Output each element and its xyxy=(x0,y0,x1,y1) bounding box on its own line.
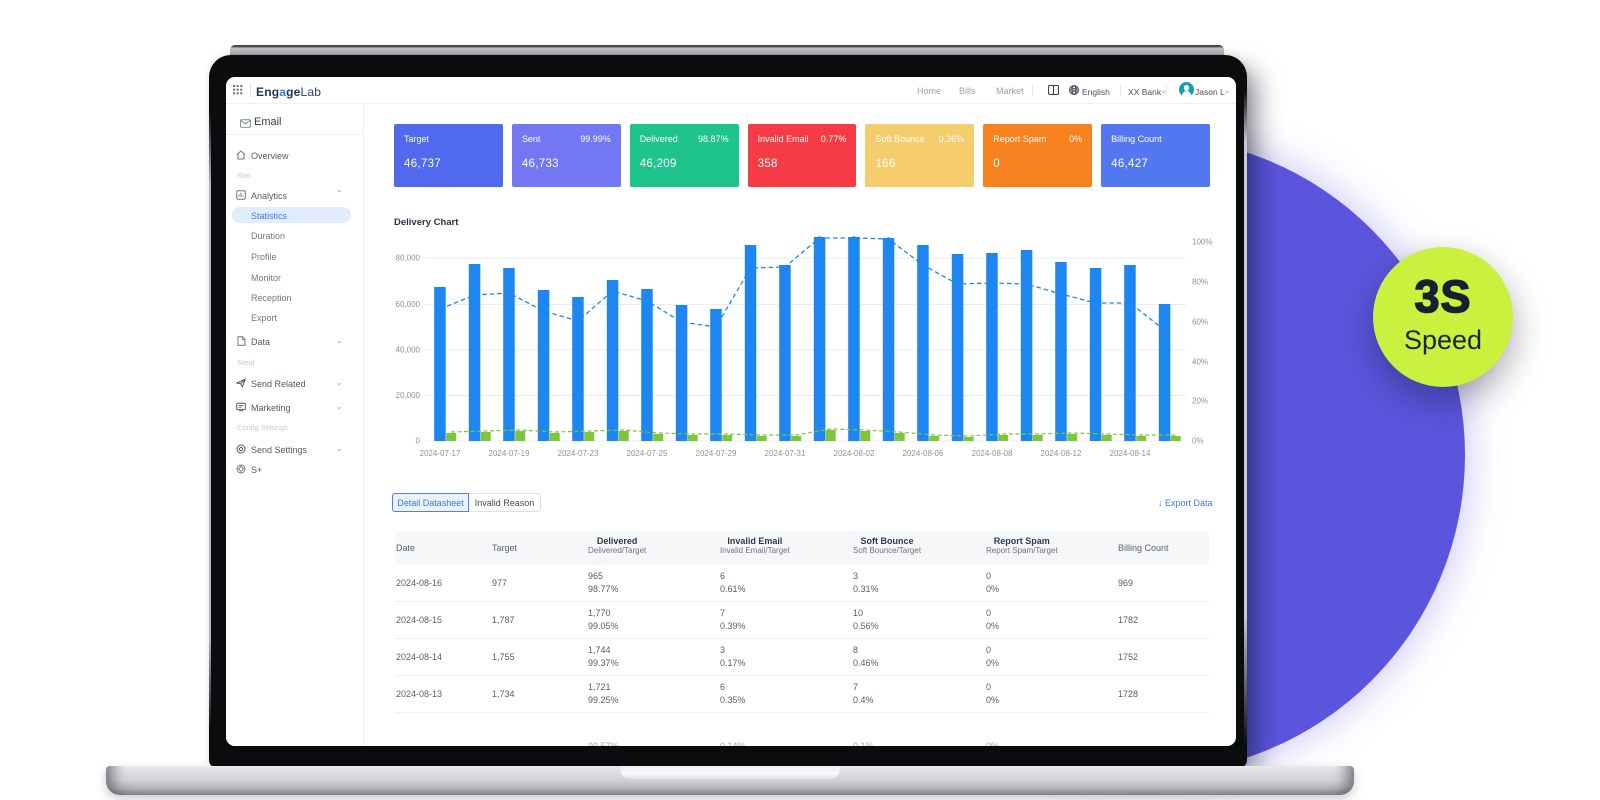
svg-text:20,000: 20,000 xyxy=(396,391,421,400)
svg-text:2024-07-25: 2024-07-25 xyxy=(627,449,668,458)
svg-text:2024-07-23: 2024-07-23 xyxy=(558,449,599,458)
svg-text:80,000: 80,000 xyxy=(396,254,421,263)
svg-text:2024-08-14: 2024-08-14 xyxy=(1110,449,1151,458)
svg-text:0%: 0% xyxy=(1192,437,1204,446)
svg-text:2024-07-31: 2024-07-31 xyxy=(765,449,806,458)
svg-text:40,000: 40,000 xyxy=(396,346,421,355)
svg-text:2024-07-29: 2024-07-29 xyxy=(696,449,737,458)
svg-text:2024-08-12: 2024-08-12 xyxy=(1041,449,1082,458)
svg-text:2024-07-17: 2024-07-17 xyxy=(420,449,461,458)
svg-text:20%: 20% xyxy=(1192,397,1208,406)
svg-text:100%: 100% xyxy=(1192,238,1212,247)
svg-text:80%: 80% xyxy=(1192,278,1208,287)
svg-text:2024-08-06: 2024-08-06 xyxy=(903,449,944,458)
svg-text:2024-07-19: 2024-07-19 xyxy=(489,449,530,458)
svg-text:2024-08-02: 2024-08-02 xyxy=(834,449,875,458)
svg-text:2024-08-08: 2024-08-08 xyxy=(972,449,1013,458)
svg-text:60%: 60% xyxy=(1192,318,1208,327)
svg-text:60,000: 60,000 xyxy=(396,300,421,309)
svg-text:0: 0 xyxy=(416,437,421,446)
svg-text:40%: 40% xyxy=(1192,358,1208,367)
